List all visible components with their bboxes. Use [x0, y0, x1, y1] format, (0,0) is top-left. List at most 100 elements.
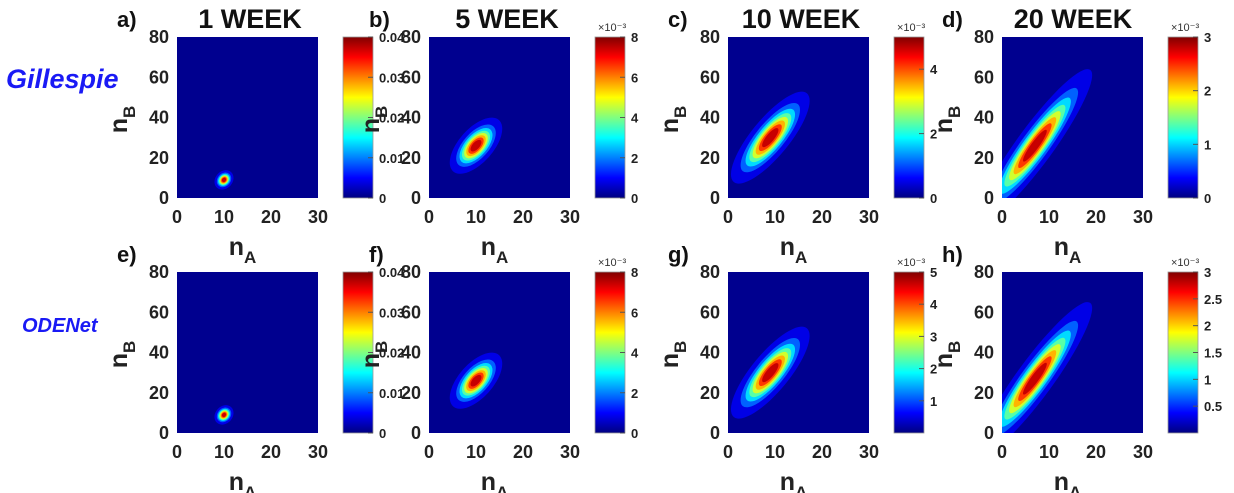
- y-tick-label: 20: [401, 383, 421, 403]
- y-axis-label: nB: [656, 341, 690, 369]
- y-tick-label: 60: [149, 67, 169, 87]
- x-tick-label: 30: [859, 442, 879, 462]
- colorbar-tick-label: 8: [631, 30, 638, 45]
- y-axis-label: nB: [105, 341, 139, 369]
- column-title: 5 WEEK: [455, 4, 559, 34]
- y-tick-label: 20: [974, 383, 994, 403]
- column-titles: 1 WEEK 5 WEEK 10 WEEK 20 WEEK: [198, 4, 1133, 34]
- y-tick-label: 60: [401, 67, 421, 87]
- x-tick-label: 10: [466, 207, 486, 227]
- heatmap-panel: 0 10 20 30 0 20 40 60 80 nA nB a) 0 0.01 0.02 0.03 0.04: [105, 7, 405, 267]
- y-tick-label: 20: [149, 383, 169, 403]
- x-tick-label: 20: [812, 207, 832, 227]
- y-tick-label: 80: [700, 27, 720, 47]
- colorbar-multiplier: ×10⁻³: [897, 257, 925, 269]
- density-contour: [762, 363, 779, 383]
- x-tick-label: 30: [308, 442, 328, 462]
- y-axis-label: nB: [930, 341, 964, 369]
- x-tick-label: 0: [723, 207, 733, 227]
- y-tick-label: 60: [700, 302, 720, 322]
- colorbar-tick-label: 2: [631, 151, 638, 166]
- colorbar-tick-label: 0: [930, 191, 937, 206]
- panel-label: g): [668, 242, 689, 267]
- y-tick-label: 60: [401, 302, 421, 322]
- y-axis-label: nB: [930, 106, 964, 134]
- y-tick-label: 40: [700, 343, 720, 363]
- x-tick-label: 20: [1086, 207, 1106, 227]
- y-tick-label: 20: [149, 148, 169, 168]
- x-tick-label: 30: [560, 442, 580, 462]
- colorbar-multiplier: ×10⁻³: [1171, 257, 1199, 269]
- row-label: Gillespie: [6, 64, 119, 94]
- x-tick-label: 10: [765, 442, 785, 462]
- panel-label: e): [117, 242, 137, 267]
- x-tick-label: 10: [214, 442, 234, 462]
- density-contour: [1022, 362, 1047, 395]
- colorbar-tick-label: 0.02: [379, 111, 404, 126]
- colorbar-tick-label: 0: [631, 426, 638, 441]
- colorbar-tick-label: 2: [930, 127, 937, 142]
- y-axis-label: nB: [105, 106, 139, 134]
- colorbar: [893, 36, 925, 199]
- x-tick-label: 20: [812, 442, 832, 462]
- colorbar-multiplier: ×10⁻³: [598, 257, 626, 269]
- heatmap-panel: 0 10 20 30 0 20 40 60 80 nA nB b) 0 2 4 6 8 ×10⁻³: [357, 7, 639, 267]
- y-tick-label: 60: [700, 67, 720, 87]
- y-axis-label: nB: [357, 106, 391, 134]
- heatmap-panel: 0 10 20 30 0 20 40 60 80 nA nB g) 1 2 3 4 5 ×10⁻³: [656, 242, 938, 493]
- x-tick-label: 0: [424, 207, 434, 227]
- row-label: ODENet: [22, 315, 99, 337]
- colorbar-tick-label: 6: [631, 305, 638, 320]
- y-tick-label: 80: [401, 27, 421, 47]
- x-axis-label: nA: [780, 468, 808, 493]
- x-tick-label: 10: [214, 207, 234, 227]
- y-axis-label: nB: [357, 341, 391, 369]
- colorbar-tick-label: 5: [930, 265, 937, 280]
- x-tick-label: 0: [997, 207, 1007, 227]
- y-tick-label: 40: [149, 108, 169, 128]
- colorbar-tick-label: 6: [631, 70, 638, 85]
- x-axis-label: nA: [1054, 468, 1082, 493]
- y-tick-label: 80: [974, 262, 994, 282]
- y-tick-label: 0: [159, 188, 169, 208]
- plot-area: [429, 37, 570, 198]
- colorbar-tick-label: 3: [930, 329, 937, 344]
- heatmap-panel: 0 10 20 30 0 20 40 60 80 nA nB f) 0 2 4 6 8 ×10⁻³: [357, 242, 639, 493]
- colorbar-tick-label: 0.03: [379, 70, 404, 85]
- colorbar-tick-label: 0.5: [1204, 399, 1222, 414]
- colorbar-multiplier: ×10⁻³: [897, 22, 925, 34]
- x-tick-label: 0: [172, 442, 182, 462]
- x-tick-label: 30: [859, 207, 879, 227]
- y-tick-label: 0: [159, 423, 169, 443]
- y-tick-label: 40: [149, 343, 169, 363]
- y-tick-label: 0: [710, 423, 720, 443]
- panel-label: f): [369, 242, 384, 267]
- x-tick-label: 0: [723, 442, 733, 462]
- colorbar-tick-label: 4: [631, 346, 639, 361]
- x-tick-label: 20: [513, 442, 533, 462]
- x-tick-label: 20: [261, 442, 281, 462]
- heatmap-panel: 0 10 20 30 0 20 40 60 80 nA nB c) 0 2 4 ×10⁻³: [656, 7, 938, 267]
- colorbar-tick-label: 0: [379, 426, 386, 441]
- x-axis-label: nA: [229, 468, 257, 493]
- colorbar-tick-label: 0: [1204, 191, 1211, 206]
- x-tick-label: 20: [1086, 442, 1106, 462]
- y-tick-label: 0: [710, 188, 720, 208]
- y-axis-label: nB: [656, 106, 690, 134]
- panel-label: h): [942, 242, 963, 267]
- colorbar-multiplier: ×10⁻³: [598, 22, 626, 34]
- colorbar-tick-label: 3: [1204, 265, 1211, 280]
- x-tick-label: 30: [1133, 442, 1153, 462]
- colorbar: [1167, 36, 1199, 199]
- column-title: 1 WEEK: [198, 4, 302, 34]
- y-tick-label: 20: [974, 148, 994, 168]
- y-tick-label: 40: [401, 108, 421, 128]
- y-tick-label: 80: [700, 262, 720, 282]
- x-axis-label: nA: [1054, 233, 1082, 267]
- colorbar-tick-label: 4: [930, 62, 938, 77]
- heatmap-panel: 0 10 20 30 0 20 40 60 80 nA nB e) 0 0.01 0.02 0.03 0.04: [105, 242, 405, 493]
- x-tick-label: 30: [308, 207, 328, 227]
- colorbar-tick-label: 1: [1204, 372, 1211, 387]
- plot-area: [177, 272, 318, 433]
